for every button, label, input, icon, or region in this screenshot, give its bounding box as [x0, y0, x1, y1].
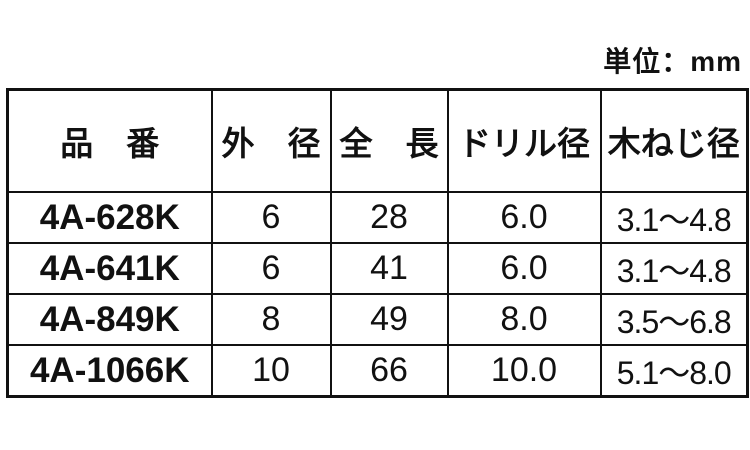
unit-label: 単位：mm: [603, 46, 742, 77]
cell-drill-diameter: 10.0: [446, 344, 602, 398]
table-row: 4A-849K 8 49 8.0 3.5〜6.8: [6, 293, 749, 346]
cell-outer-diameter: 8: [210, 293, 332, 346]
cell-drill-diameter: 8.0: [446, 293, 602, 346]
table-row: 4A-628K 6 28 6.0 3.1〜4.8: [6, 191, 749, 244]
cell-part-number: 4A-628K: [6, 191, 213, 244]
cell-total-length: 41: [329, 242, 449, 295]
cell-part-number: 4A-1066K: [6, 344, 213, 398]
cell-part-number: 4A-641K: [6, 242, 213, 295]
cell-wood-screw-dia: 3.1〜4.8: [599, 191, 749, 244]
cell-outer-diameter: 6: [210, 191, 332, 244]
cell-wood-screw-dia: 3.1〜4.8: [599, 242, 749, 295]
cell-wood-screw-dia: 5.1〜8.0: [599, 344, 749, 398]
cell-wood-screw-dia: 3.5〜6.8: [599, 293, 749, 346]
cell-outer-diameter: 10: [210, 344, 332, 398]
col-header-total-length: 全 長: [329, 88, 449, 193]
cell-drill-diameter: 6.0: [446, 191, 602, 244]
col-header-outer-diameter: 外 径: [210, 88, 332, 193]
table-row: 4A-1066K 10 66 10.0 5.1〜8.0: [6, 344, 749, 398]
cell-outer-diameter: 6: [210, 242, 332, 295]
cell-drill-diameter: 6.0: [446, 242, 602, 295]
col-header-drill-diameter: ドリル径: [446, 88, 602, 193]
col-header-part-number: 品 番: [6, 88, 213, 193]
cell-total-length: 49: [329, 293, 449, 346]
col-header-wood-screw-dia: 木ねじ径: [599, 88, 749, 193]
cell-total-length: 66: [329, 344, 449, 398]
header-row: 品 番 外 径 全 長 ドリル径 木ねじ径: [6, 88, 749, 193]
cell-total-length: 28: [329, 191, 449, 244]
cell-part-number: 4A-849K: [6, 293, 213, 346]
spec-table: 品 番 外 径 全 長 ドリル径 木ねじ径 4A-628K 6 28 6.0 3…: [6, 88, 749, 398]
table-row: 4A-641K 6 41 6.0 3.1〜4.8: [6, 242, 749, 295]
